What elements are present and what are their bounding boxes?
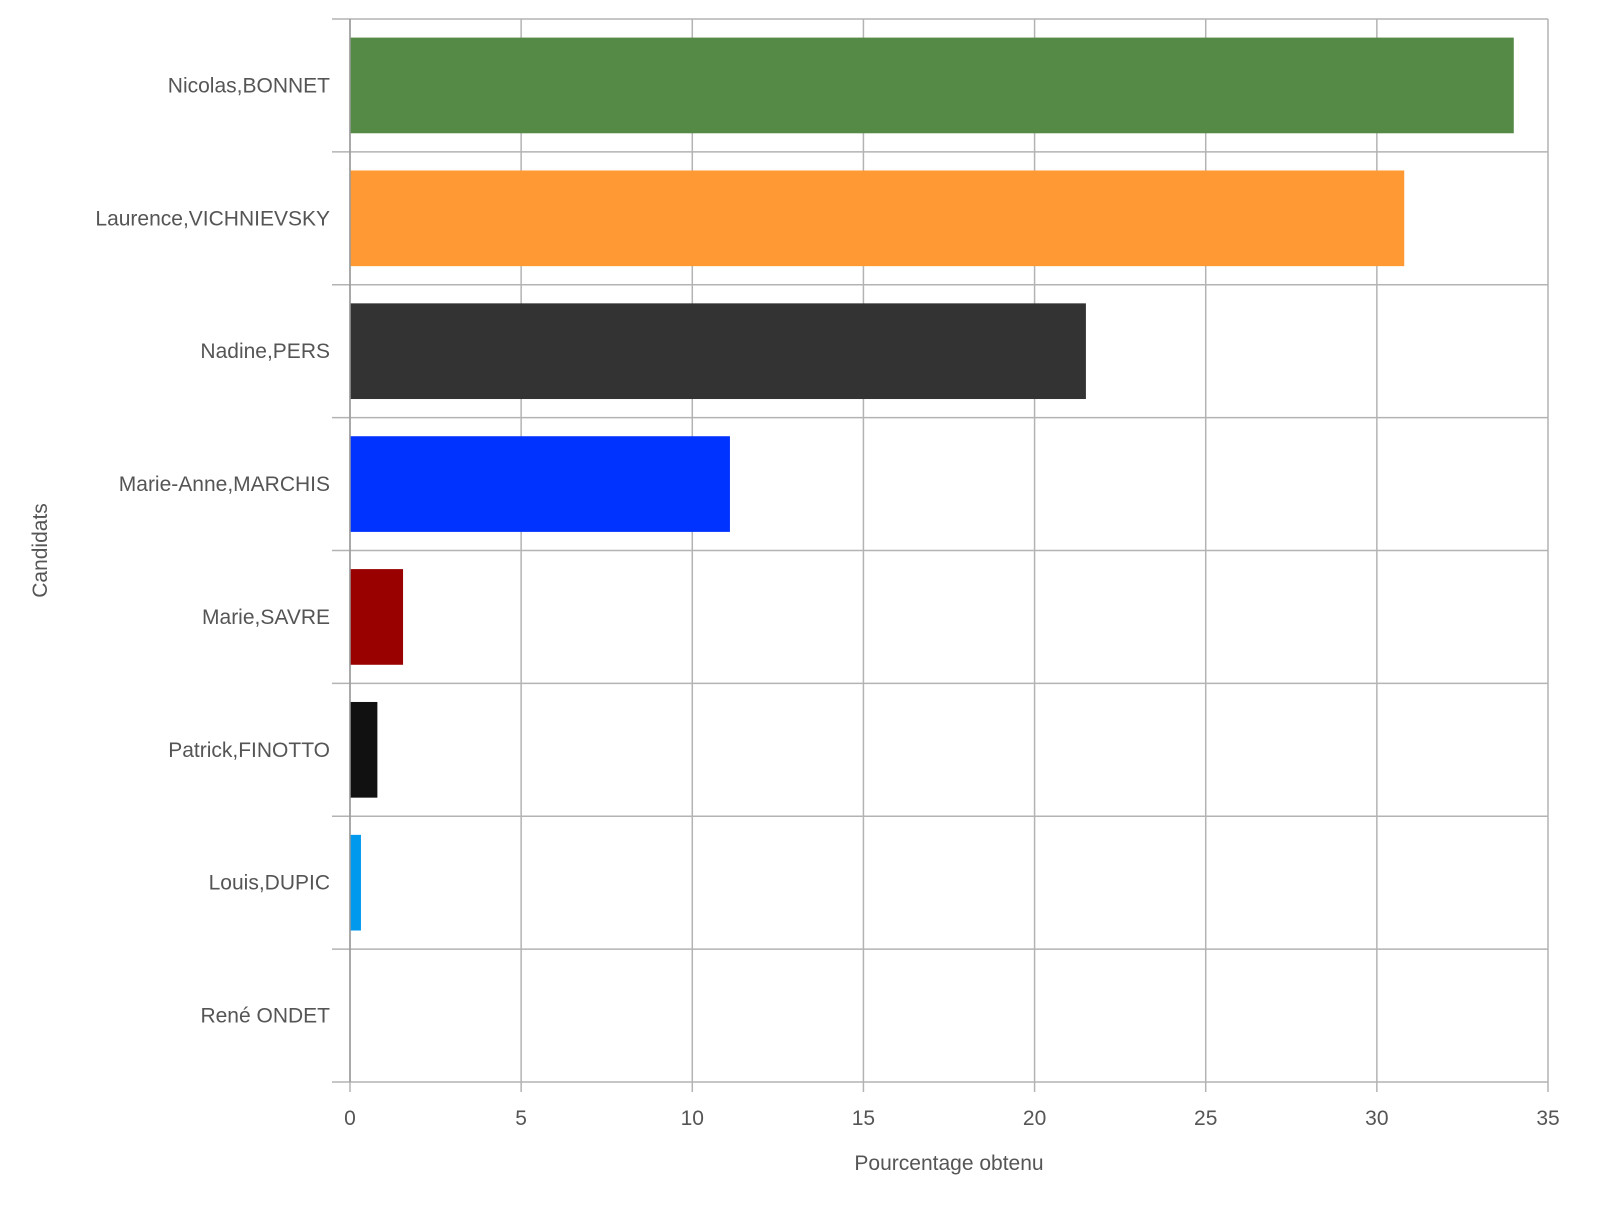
x-axis-title: Pourcentage obtenu [854,1152,1043,1175]
x-tick-label: 20 [1023,1107,1046,1130]
x-tick-label: 5 [515,1107,527,1130]
category-label: Nicolas,BONNET [168,74,330,97]
category-label: Marie-Anne,MARCHIS [119,473,330,496]
bar [350,303,1086,400]
x-tick-label: 25 [1194,1107,1217,1130]
category-label: Patrick,FINOTTO [168,739,330,762]
category-label: Nadine,PERS [200,340,330,363]
category-label: René ONDET [200,1005,330,1028]
bar [350,37,1514,134]
x-tick-label: 0 [344,1107,356,1130]
category-label: Marie,SAVRE [202,606,330,629]
tick-labels: 0 5 10 15 20 25 30 35 Nicolas,BONNET Laurence,VIC… [95,74,1559,1130]
x-tick-label: 30 [1365,1107,1388,1130]
x-tick-label: 10 [681,1107,704,1130]
category-label: Laurence,VICHNIEVSKY [95,207,330,230]
bar [350,170,1405,267]
category-label: Louis,DUPIC [209,872,330,895]
y-axis-title: Candidats [29,503,52,598]
bar [350,436,730,532]
x-tick-label: 35 [1536,1107,1559,1130]
x-tick-label: 15 [852,1107,875,1130]
bar [350,701,378,798]
bar [350,569,404,665]
bars [350,37,1514,931]
bar [350,834,361,931]
